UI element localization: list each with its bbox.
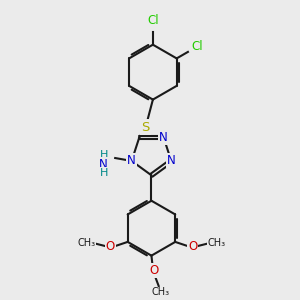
Text: Cl: Cl xyxy=(147,14,159,28)
Text: H: H xyxy=(99,150,108,160)
Text: N: N xyxy=(167,154,176,167)
Text: O: O xyxy=(150,264,159,277)
Text: Cl: Cl xyxy=(191,40,203,53)
Text: N: N xyxy=(127,154,136,167)
Text: N: N xyxy=(99,158,108,171)
Text: O: O xyxy=(106,240,115,253)
Text: S: S xyxy=(142,121,150,134)
Text: CH₃: CH₃ xyxy=(77,238,95,248)
Text: N: N xyxy=(159,131,168,144)
Text: CH₃: CH₃ xyxy=(151,287,169,297)
Text: CH₃: CH₃ xyxy=(208,238,226,248)
Text: H: H xyxy=(99,168,108,178)
Text: O: O xyxy=(188,240,197,253)
